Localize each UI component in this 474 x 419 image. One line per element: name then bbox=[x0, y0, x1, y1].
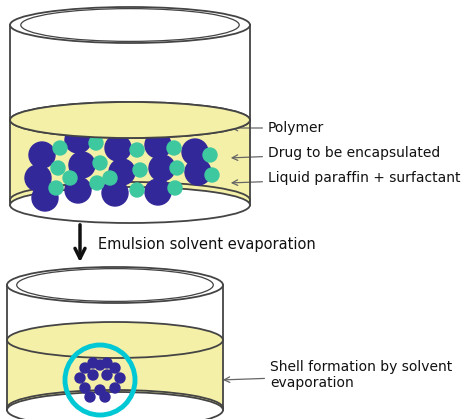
Circle shape bbox=[95, 360, 105, 370]
Circle shape bbox=[80, 383, 90, 393]
Circle shape bbox=[100, 392, 110, 402]
Circle shape bbox=[102, 358, 112, 368]
Ellipse shape bbox=[10, 187, 250, 223]
Circle shape bbox=[203, 148, 217, 162]
Circle shape bbox=[130, 143, 144, 157]
Circle shape bbox=[145, 132, 171, 158]
Circle shape bbox=[65, 127, 91, 153]
Circle shape bbox=[130, 183, 144, 197]
Circle shape bbox=[110, 363, 120, 373]
Circle shape bbox=[89, 136, 103, 150]
Circle shape bbox=[88, 358, 98, 368]
Circle shape bbox=[29, 142, 55, 168]
Circle shape bbox=[53, 141, 67, 155]
Circle shape bbox=[85, 392, 95, 402]
Circle shape bbox=[63, 171, 77, 185]
Circle shape bbox=[90, 176, 104, 190]
Ellipse shape bbox=[10, 102, 250, 138]
Circle shape bbox=[109, 159, 135, 185]
Circle shape bbox=[80, 363, 90, 373]
Circle shape bbox=[25, 165, 51, 191]
Ellipse shape bbox=[7, 392, 223, 419]
Ellipse shape bbox=[7, 322, 223, 358]
Circle shape bbox=[51, 161, 65, 175]
Circle shape bbox=[182, 139, 208, 165]
Circle shape bbox=[102, 180, 128, 206]
Circle shape bbox=[168, 181, 182, 195]
Ellipse shape bbox=[7, 267, 223, 303]
Bar bbox=[7, 285, 223, 410]
Circle shape bbox=[93, 156, 107, 170]
Circle shape bbox=[49, 181, 63, 195]
Circle shape bbox=[110, 383, 120, 393]
Ellipse shape bbox=[10, 7, 250, 43]
Text: Drug to be encapsulated: Drug to be encapsulated bbox=[232, 146, 440, 160]
Circle shape bbox=[102, 370, 112, 380]
Ellipse shape bbox=[7, 390, 223, 419]
Text: Polymer: Polymer bbox=[232, 121, 324, 135]
Circle shape bbox=[170, 161, 184, 175]
Circle shape bbox=[75, 373, 85, 383]
Bar bbox=[7, 340, 223, 408]
Ellipse shape bbox=[10, 182, 250, 218]
Circle shape bbox=[32, 185, 58, 211]
Bar bbox=[10, 120, 250, 200]
Circle shape bbox=[133, 163, 147, 177]
Circle shape bbox=[149, 155, 175, 181]
Circle shape bbox=[95, 385, 105, 395]
Text: Liquid paraffin + surfactant: Liquid paraffin + surfactant bbox=[232, 171, 461, 186]
Circle shape bbox=[185, 159, 211, 185]
Circle shape bbox=[65, 177, 91, 203]
Text: Shell formation by solvent
evaporation: Shell formation by solvent evaporation bbox=[224, 360, 452, 390]
Circle shape bbox=[69, 152, 95, 178]
Text: Emulsion solvent evaporation: Emulsion solvent evaporation bbox=[98, 236, 316, 251]
Circle shape bbox=[167, 141, 181, 155]
Ellipse shape bbox=[10, 102, 250, 138]
Circle shape bbox=[105, 135, 131, 161]
Circle shape bbox=[115, 373, 125, 383]
Circle shape bbox=[205, 168, 219, 182]
Circle shape bbox=[88, 370, 98, 380]
Circle shape bbox=[145, 179, 171, 205]
Bar bbox=[10, 25, 250, 205]
Circle shape bbox=[103, 171, 117, 185]
